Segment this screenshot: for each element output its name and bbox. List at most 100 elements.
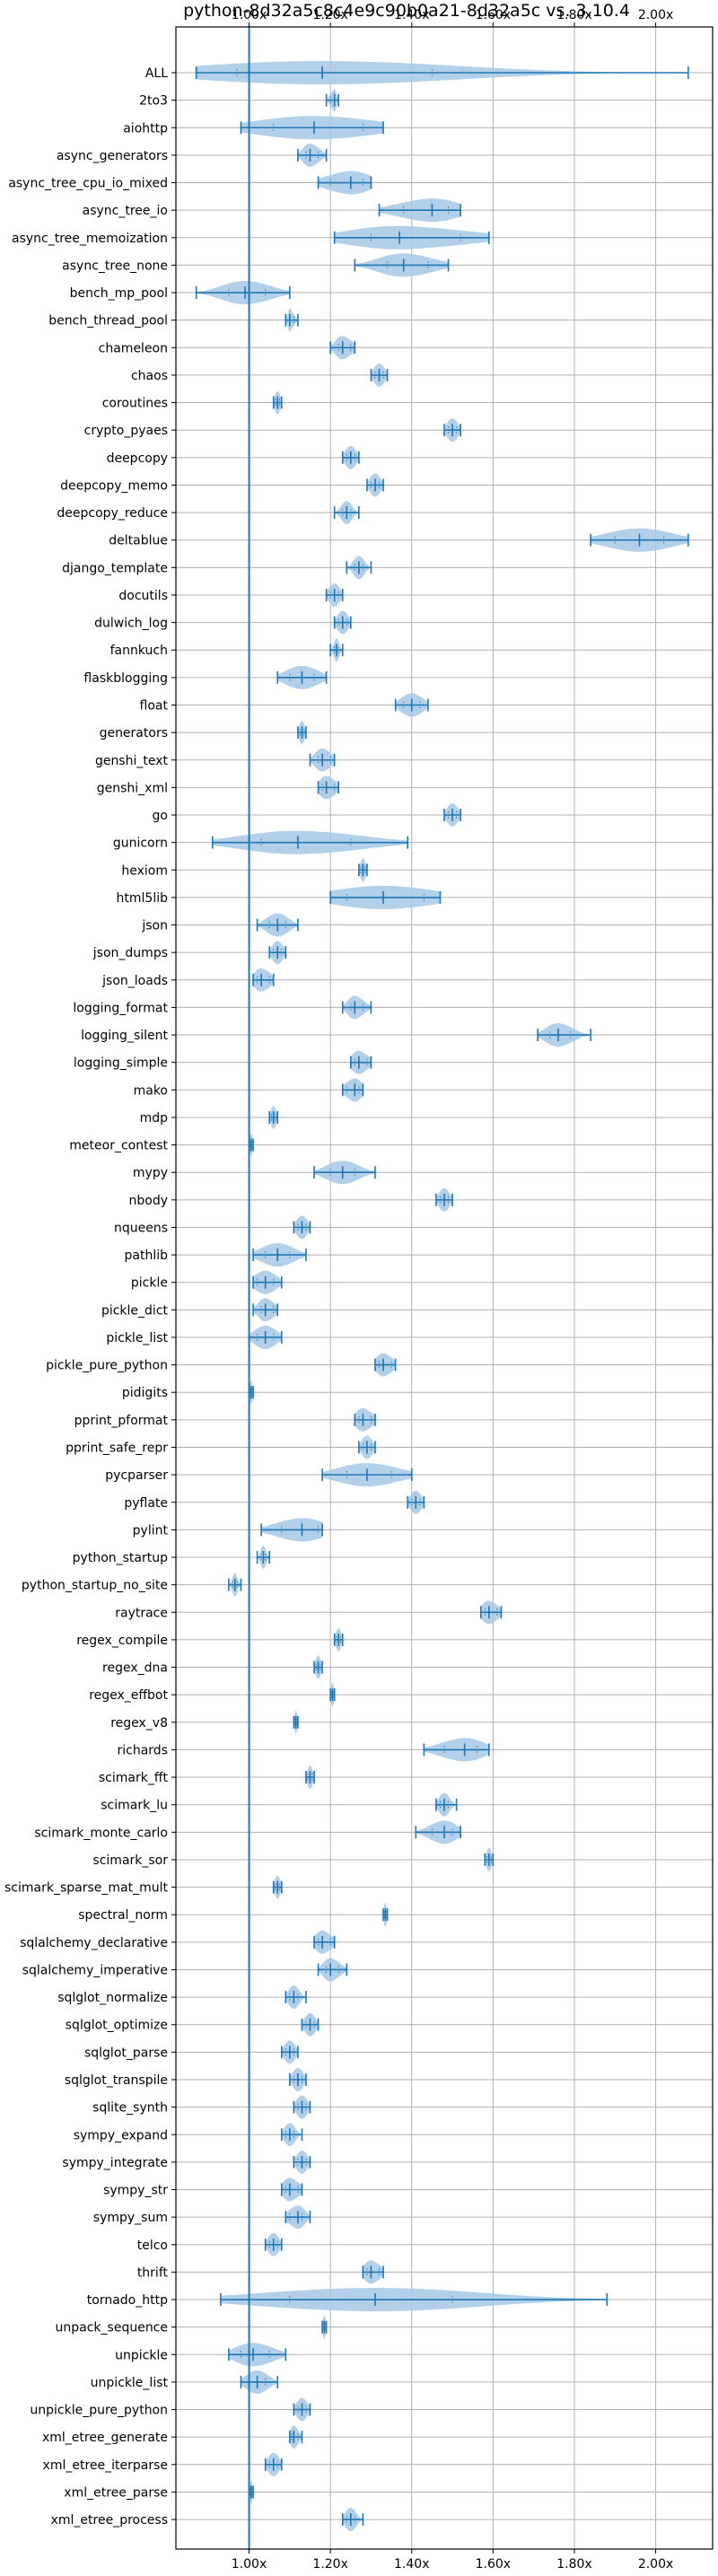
violin-regex-compile [333, 1627, 344, 1652]
violin-sympy-integrate [293, 2150, 311, 2174]
violin-hexiom [358, 858, 368, 882]
category-label-2to3: 2to3 [139, 94, 168, 109]
category-label-sympy-sum: sympy_sum [93, 2211, 168, 2225]
category-label-sqlglot-optimize: sqlglot_optimize [66, 2019, 168, 2033]
top-tick-label-5: 2.00x [638, 8, 673, 22]
violin-async-tree-none [354, 253, 450, 277]
category-label-gunicorn: gunicorn [113, 837, 168, 851]
violin-logging-simple [350, 1050, 372, 1074]
violin-sqlglot-normalize [285, 1985, 307, 2010]
category-label-pprint-pformat: pprint_pformat [74, 1414, 169, 1428]
violin-async-tree-cpu-io-mixed [317, 171, 372, 195]
violin-pprint-safe-repr [358, 1435, 376, 1459]
category-label-sqlalchemy-imperative: sqlalchemy_imperative [22, 1963, 168, 1977]
category-label-xml-etree-process: xml_etree_process [51, 2513, 168, 2528]
category-label-genshi-xml: genshi_xml [97, 781, 168, 795]
plot-frame [175, 26, 714, 2550]
violin-chaos [370, 363, 389, 387]
category-label-sqlalchemy-declarative: sqlalchemy_declarative [20, 1936, 168, 1950]
top-tick-label-2: 1.40x [394, 8, 429, 22]
violin-sqlglot-parse [280, 2040, 299, 2064]
category-label-mypy: mypy [133, 1166, 168, 1180]
category-label-bench-mp-pool: bench_mp_pool [70, 286, 168, 301]
category-label-genshi-text: genshi_text [95, 754, 169, 768]
violin-mypy [313, 1161, 376, 1185]
category-label-regex-v8: regex_v8 [110, 1716, 168, 1730]
violin-docutils [325, 583, 344, 607]
category-label-telco: telco [137, 2239, 168, 2253]
violin-mako [341, 1078, 364, 1102]
category-label-sqlite-synth: sqlite_synth [92, 2101, 168, 2116]
category-label-flaskblogging: flaskblogging [83, 671, 168, 686]
violin-html5lib [329, 885, 442, 909]
violin-scimark-lu [435, 1792, 458, 1817]
violin-xml-etree-generate [289, 2425, 303, 2449]
category-label-dulwich-log: dulwich_log [94, 617, 168, 631]
category-label-raytrace: raytrace [115, 1606, 168, 1620]
top-tick-label-4: 1.80x [556, 8, 591, 22]
category-label-logging-format: logging_format [73, 1001, 168, 1015]
violin-float [394, 693, 429, 717]
category-label-layer: ALL 2to3 aiohttp async_generators async_tree… [4, 66, 176, 2528]
violin-deepcopy-memo [366, 473, 384, 497]
violin-thrift [362, 2260, 384, 2284]
bottom-tick-label-4: 1.80x [556, 2557, 591, 2572]
category-label-scimark-sor: scimark_sor [92, 1853, 168, 1868]
category-label-python-startup-no-site: python_startup_no_site [22, 1579, 168, 1593]
category-label-async-generators: async_generators [57, 149, 168, 163]
violin-logging-format [341, 995, 372, 1020]
category-label-pickle-list: pickle_list [106, 1331, 168, 1345]
violin-python-startup [256, 1546, 270, 1570]
top-tick-label-0: 1.00x [232, 8, 267, 22]
violin-sympy-str [280, 2177, 303, 2202]
category-label-aiohttp: aiohttp [123, 121, 168, 136]
category-label-pickle: pickle [131, 1276, 168, 1291]
category-label-sqlglot-normalize: sqlglot_normalize [57, 1991, 168, 2005]
violin-nqueens [293, 1215, 311, 1240]
category-label-hexiom: hexiom [121, 863, 168, 878]
violin-scimark-fft [305, 1766, 315, 1790]
violin-json [256, 913, 299, 937]
violin-logging-silent [537, 1023, 591, 1047]
category-label-unpickle-list: unpickle_list [91, 2376, 169, 2390]
violin-deepcopy [341, 445, 360, 469]
violin-unpack-sequence [321, 2315, 328, 2339]
violin-layer [195, 61, 689, 2532]
violin-regex-dna [313, 1655, 323, 1679]
violin-telco [264, 2232, 283, 2256]
category-label-json-loads: json_loads [101, 974, 168, 988]
violin-async-tree-memoization [333, 225, 490, 250]
violin-sqlglot-optimize [301, 2012, 320, 2037]
category-label-scimark-sparse-mat-mult: scimark_sparse_mat_mult [4, 1881, 168, 1896]
violin-unpickle-list [240, 2370, 279, 2394]
category-label-logging-silent: logging_silent [81, 1029, 168, 1043]
violin-json-loads [252, 968, 275, 992]
violin-go [443, 803, 461, 828]
violin-fannkuch [329, 638, 344, 662]
category-label-regex-compile: regex_compile [76, 1634, 168, 1648]
category-label-fannkuch: fannkuch [110, 644, 168, 658]
violin-chameleon [329, 336, 356, 360]
category-label-chameleon: chameleon [99, 341, 168, 355]
violin-deltablue [590, 528, 689, 552]
violin-json-dumps [268, 941, 287, 965]
category-label-thrift: thrift [137, 2265, 169, 2280]
category-label-regex-dna: regex_dna [102, 1661, 168, 1676]
violin-sympy-sum [285, 2205, 311, 2230]
violin-flaskblogging [276, 665, 328, 689]
bottom-tick-label-1: 1.20x [312, 2557, 347, 2572]
category-label-pprint-safe-repr: pprint_safe_repr [66, 1441, 168, 1456]
category-label-deltablue: deltablue [109, 534, 168, 548]
violin-genshi-xml [317, 775, 340, 800]
bottom-tick-label-2: 1.40x [394, 2557, 429, 2572]
category-label-pidigits: pidigits [122, 1386, 168, 1400]
violin-coroutines [272, 390, 283, 415]
tick-layer: 1.00x 1.00x 1.20x 1.20x 1.40x 1.40x 1.60x 1.60x… [232, 8, 673, 2572]
category-label-mdp: mdp [140, 1111, 169, 1126]
violin-all [195, 61, 689, 84]
violin-pickle-pure-python [374, 1353, 397, 1377]
category-label-tornado-http: tornado_http [87, 2293, 168, 2308]
category-label-pylint: pylint [133, 1523, 169, 1538]
violin-bench-thread-pool [285, 308, 299, 332]
violin-pathlib [252, 1243, 307, 1267]
